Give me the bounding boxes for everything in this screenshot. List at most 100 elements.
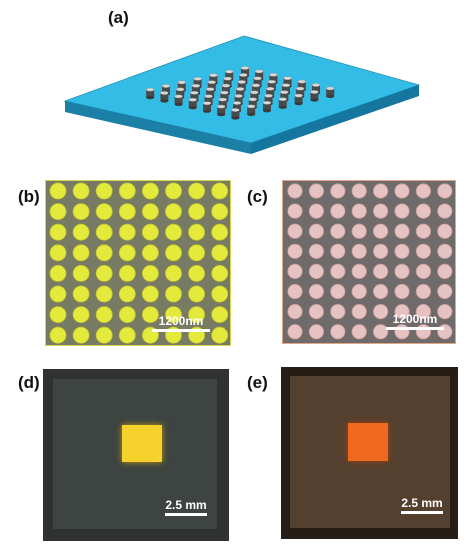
sem-dot: [211, 326, 229, 344]
scale-bar-e: 2.5 mm: [395, 496, 449, 514]
scale-bar-label-d: 2.5 mm: [165, 498, 207, 512]
sem-dot: [330, 183, 346, 199]
sem-dot: [394, 223, 410, 239]
sem-dot: [437, 243, 453, 259]
sem-dot: [142, 306, 159, 324]
sem-dot: [330, 263, 346, 280]
sem-dot: [308, 223, 325, 239]
optical-photo-d: [43, 369, 229, 541]
sem-dot: [72, 182, 90, 200]
sem-dot: [308, 183, 325, 199]
sem-dot: [165, 265, 182, 282]
scale-bar-b: 1200nm: [150, 314, 212, 332]
sem-dot: [351, 283, 367, 300]
sem-dot: [330, 283, 346, 300]
sem-dot: [415, 203, 431, 219]
sem-dot: [351, 263, 367, 280]
sem-dot: [188, 223, 206, 241]
scale-bar-line-b: [152, 329, 210, 332]
sem-dot: [437, 283, 453, 300]
sem-dot: [49, 285, 67, 303]
sem-dot: [211, 285, 229, 303]
optical-photo-e: [281, 367, 458, 539]
scale-bar-label-e: 2.5 mm: [401, 496, 443, 510]
sem-dot: [437, 263, 453, 280]
sem-dot: [95, 223, 113, 241]
sem-dot: [49, 182, 67, 200]
scale-bar-line-c: [386, 327, 444, 330]
panel-label-b: (b): [18, 187, 40, 206]
sem-dot: [351, 203, 367, 219]
sem-dot: [437, 304, 453, 320]
pillar: [202, 101, 212, 113]
sem-dot: [142, 223, 159, 241]
sem-dot: [287, 223, 303, 239]
dot-array-pink: [287, 183, 453, 340]
sem-dot: [437, 223, 453, 239]
sem-dot: [394, 304, 410, 320]
sem-dot: [49, 223, 67, 241]
sem-dot: [142, 285, 159, 303]
sem-dot: [72, 223, 90, 241]
substrate-front-face: [65, 101, 251, 154]
pillar: [188, 98, 198, 110]
sem-dot: [72, 203, 90, 221]
schematic-3d-substrate: [63, 35, 420, 154]
sem-dot: [351, 324, 367, 340]
pillar: [246, 104, 256, 116]
sem-dot: [118, 326, 136, 344]
sem-dot: [287, 183, 303, 199]
dot-array-yellow: [49, 182, 229, 344]
sem-dot: [95, 182, 113, 200]
sem-dot: [330, 324, 346, 340]
sem-dot: [118, 306, 136, 324]
sem-dot: [49, 306, 67, 324]
sem-dot: [165, 244, 182, 262]
sem-dot: [415, 263, 431, 280]
sem-dot: [188, 265, 206, 282]
panel-label-d: (d): [18, 373, 40, 392]
pillar: [278, 97, 288, 109]
sem-dot: [211, 306, 229, 324]
orange-patch: [348, 423, 388, 461]
sem-dot: [415, 283, 431, 300]
scale-bar-c: 1200nm: [384, 312, 446, 330]
pillar: [231, 108, 240, 120]
sem-dot: [308, 304, 325, 320]
sem-dot: [437, 203, 453, 219]
sem-dot: [188, 244, 206, 262]
scale-bar-d: 2.5 mm: [159, 498, 213, 516]
sem-dot: [394, 243, 410, 259]
sem-dot: [211, 244, 229, 262]
sem-dot: [118, 285, 136, 303]
sem-dot: [118, 203, 136, 221]
sem-dot: [308, 283, 325, 300]
sem-dot: [308, 203, 325, 219]
sem-dot: [394, 183, 410, 199]
sem-dot: [95, 326, 113, 344]
sem-dot: [330, 223, 346, 239]
sem-dot: [95, 203, 113, 221]
sem-dot: [211, 182, 229, 200]
sem-image-yellow: [45, 180, 231, 346]
sem-dot: [351, 223, 367, 239]
sem-dot: [287, 324, 303, 340]
sem-dot: [415, 223, 431, 239]
sem-dot: [165, 285, 182, 303]
pillar: [160, 91, 169, 103]
sem-dot: [415, 304, 431, 320]
sem-dot: [95, 285, 113, 303]
sem-image-pink: [282, 180, 456, 344]
sem-dot: [165, 223, 182, 241]
sem-dot: [351, 304, 367, 320]
sem-dot: [165, 306, 182, 324]
sem-dot: [165, 182, 182, 200]
sem-dot: [142, 244, 159, 262]
sem-dot: [72, 285, 90, 303]
sem-dot: [373, 223, 389, 239]
panel-label-c: (c): [247, 187, 268, 206]
sem-dot: [142, 265, 159, 282]
sem-dot: [188, 182, 206, 200]
sem-dot: [394, 263, 410, 280]
pillar: [145, 87, 155, 100]
